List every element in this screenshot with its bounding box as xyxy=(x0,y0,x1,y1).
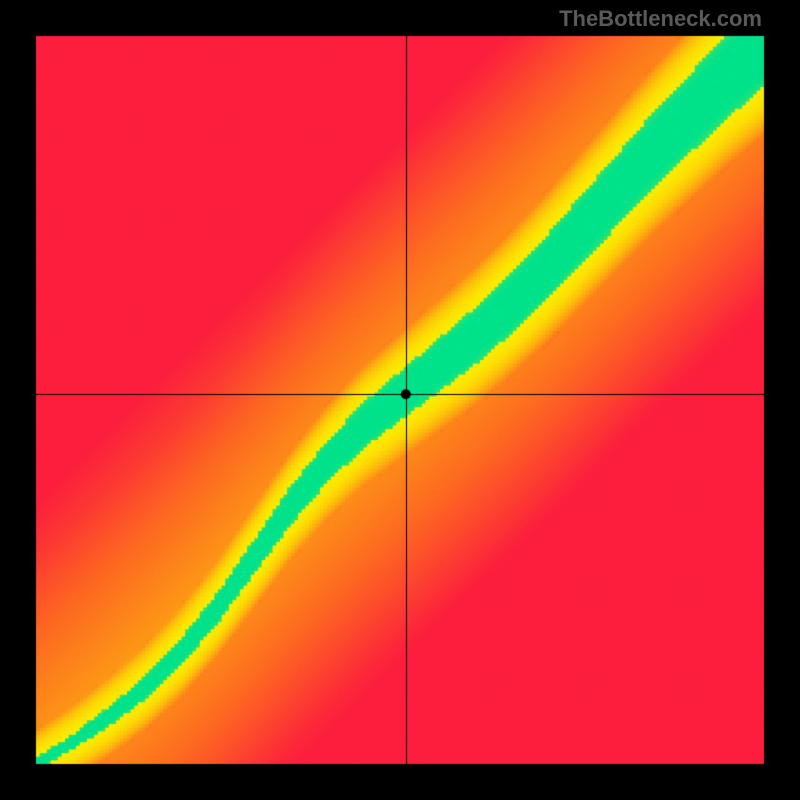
watermark-text: TheBottleneck.com xyxy=(559,6,762,32)
chart-container: { "watermark": { "text": "TheBottleneck.… xyxy=(0,0,800,800)
bottleneck-heatmap xyxy=(0,0,800,800)
